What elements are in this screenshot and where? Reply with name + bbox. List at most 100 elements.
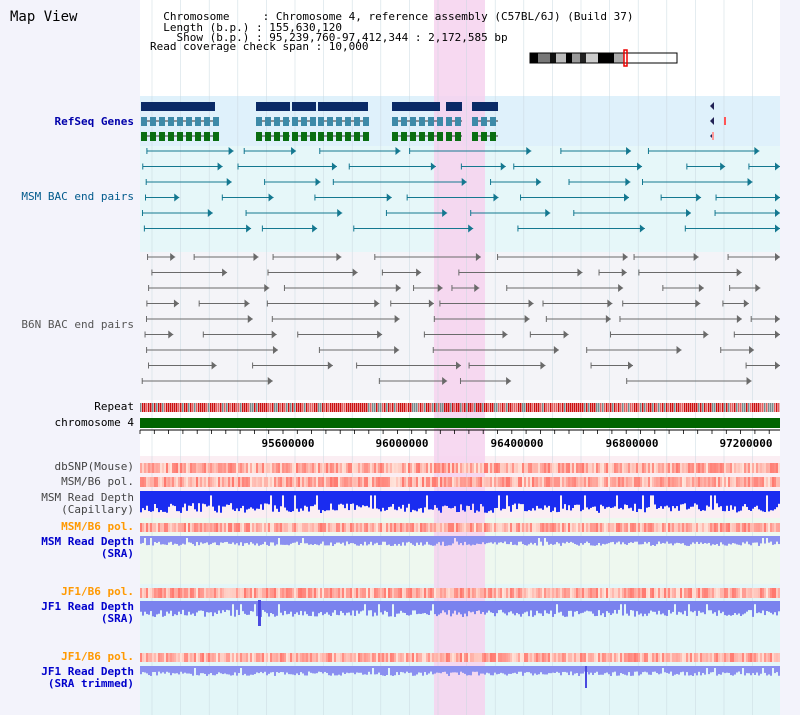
msm-capillary-depth-bar [312,491,314,507]
refseq-exon [195,117,201,126]
repeat-segment [756,403,758,412]
msm-b6-pol-strip-2 [480,523,482,532]
msm-b6-pol-strip-2 [366,523,368,532]
jf1-trimmed-depth-bar [186,666,188,674]
jf1-sra-depth-bar [286,601,288,615]
track-label-b6n-bac[interactable]: B6N BAC end pairs [21,318,134,331]
msm-capillary-depth-bar [670,491,672,512]
jf1-sra-depth-bar [274,601,276,617]
msm-capillary-depth-bar [650,491,652,496]
jf1-trimmed-depth-bar [652,666,654,672]
msm-capillary-depth-bar [706,491,708,506]
repeat-segment [718,403,720,412]
jf1-b6-pol-strip [630,588,632,598]
jf1-b6-pol-strip-2 [214,653,216,662]
dbsnp-strip [246,463,248,473]
msm-sra-depth-bar [232,536,234,543]
jf1-trimmed-depth-bar [572,666,574,676]
msm-b6-pol-strip-2 [510,523,512,532]
b6n-bac-pair-end [170,253,176,261]
msm-b6-pol-strip [422,477,424,487]
track-label-jf1-b6-pol[interactable]: JF1/B6 pol. [61,585,134,598]
repeat-segment [644,403,646,412]
repeat-segment [396,403,398,412]
msm-sra-depth-bar [420,536,422,543]
track-label-msm-bac[interactable]: MSM BAC end pairs [21,190,134,203]
msm-sra-depth-bar [180,536,182,545]
dbsnp-strip [556,463,558,473]
jf1-b6-pol-strip [352,588,354,598]
jf1-b6-pol-strip-2 [190,653,192,662]
dbsnp-strip [668,463,670,473]
msm-capillary-depth-bar [502,491,504,509]
msm-b6-pol-strip [428,477,430,487]
repeat-segment [422,403,424,412]
jf1-trimmed-depth-bar [266,666,268,676]
jf1-sra-depth-bar [154,601,156,617]
scale-label: 97200000 [719,437,773,450]
jf1-trimmed-depth-bar [172,666,174,674]
repeat-segment [382,403,384,412]
track-label-dbsnp[interactable]: dbSNP(Mouse) [54,460,134,473]
msm-b6-pol-strip-2 [438,523,440,532]
msm-b6-pol-strip-2 [390,523,392,532]
dbsnp-strip [548,463,550,473]
jf1-b6-pol-strip [444,588,446,598]
track-label-jf1-b6-pol-2[interactable]: JF1/B6 pol. [61,650,134,663]
msm-capillary-depth-bar [428,491,430,510]
jf1-b6-pol-strip-2 [730,653,732,662]
track-label-msm-depth-capillary[interactable]: MSM Read Depth (Capillary) [41,491,134,516]
repeat-segment [640,403,642,412]
jf1-trimmed-depth-bar [230,666,232,676]
jf1-trimmed-depth-bar [776,666,778,673]
track-label-jf1-depth-sra[interactable]: JF1 Read Depth (SRA) [41,600,134,625]
jf1-b6-pol-strip [288,588,290,598]
jf1-b6-pol-strip-2 [362,653,364,662]
dbsnp-strip [518,463,520,473]
msm-sra-depth-bar [312,536,314,546]
msm-b6-pol-strip [494,477,496,487]
msm-b6-pol-strip [616,477,618,487]
jf1-b6-pol-strip [652,588,654,598]
msm-b6-pol-strip [708,477,710,487]
dbsnp-strip [608,463,610,473]
msm-capillary-depth-bar [688,491,690,509]
dbsnp-strip [252,463,254,473]
jf1-trimmed-depth-bar [576,666,578,674]
jf1-trimmed-depth-bar [668,666,670,674]
msm-b6-pol-strip [592,477,594,487]
repeat-segment [714,403,716,412]
track-label-jf1-depth-trimmed[interactable]: JF1 Read Depth (SRA trimmed) [41,665,134,690]
msm-sra-depth-bar [300,536,302,543]
jf1-b6-pol-strip-2 [394,653,396,662]
msm-b6-pol-strip [304,477,306,487]
jf1-b6-pol-strip-2 [590,653,592,662]
jf1-b6-pol-strip [298,588,300,598]
jf1-trimmed-depth-bar [270,666,272,673]
repeat-segment [550,403,552,412]
repeat-segment [324,403,326,412]
msm-b6-pol-strip [482,477,484,487]
track-label-msm-b6-pol-2[interactable]: MSM/B6 pol. [61,520,134,533]
jf1-b6-pol-strip-2 [536,653,538,662]
msm-b6-pol-strip [260,477,262,487]
track-label-msm-b6-pol[interactable]: MSM/B6 pol. [61,475,134,488]
msm-b6-pol-strip-2 [448,523,450,532]
msm-b6-pol-strip [662,477,664,487]
jf1-b6-pol-strip [426,588,428,598]
jf1-b6-pol-strip-2 [172,653,174,662]
jf1-b6-pol-strip-2 [296,653,298,662]
track-label-msm-depth-sra[interactable]: MSM Read Depth (SRA) [41,535,134,560]
dbsnp-strip [706,463,708,473]
jf1-b6-pol-strip [564,588,566,598]
msm-sra-depth-bar [688,536,690,546]
msm-capillary-depth-bar [678,491,680,511]
jf1-b6-pol-strip-2 [598,653,600,662]
repeat-segment [514,403,516,412]
repeat-segment [142,403,144,412]
msm-sra-depth-bar [568,536,570,543]
jf1-b6-pol-strip [252,588,254,598]
msm-b6-pol-strip [354,477,356,487]
track-label-refseq[interactable]: RefSeq Genes [54,115,134,128]
